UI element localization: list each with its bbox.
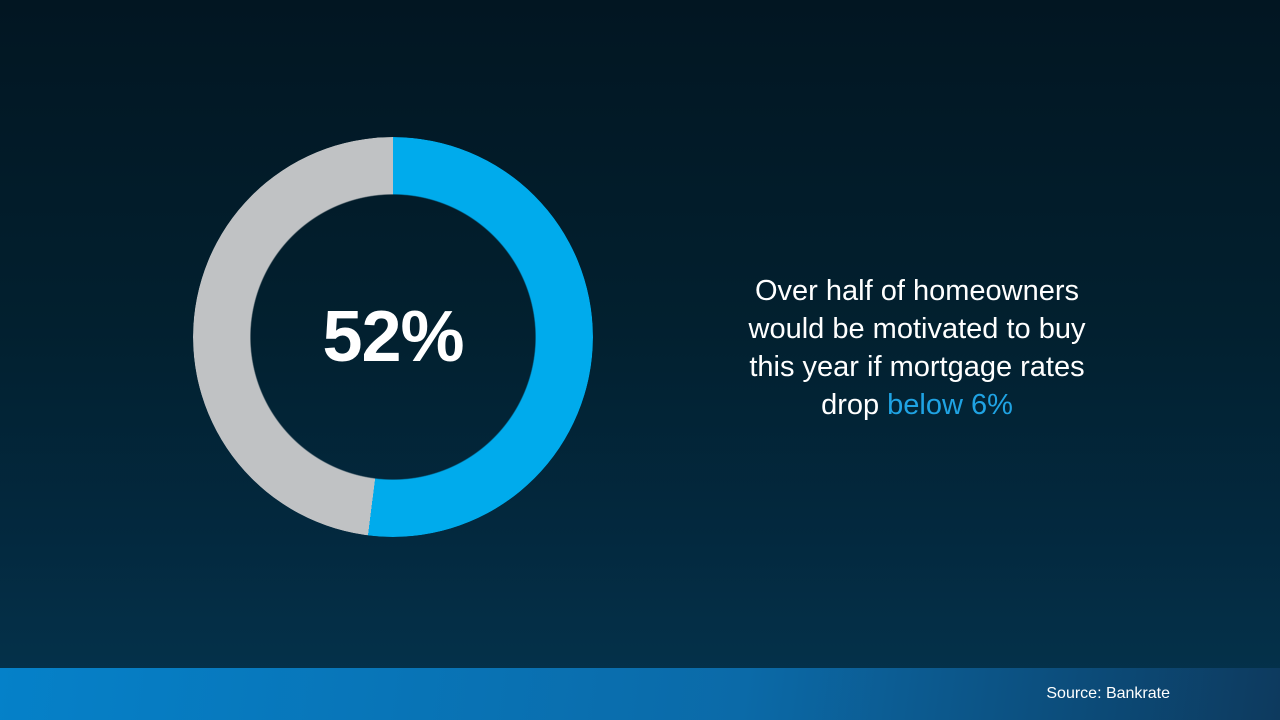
- statement-line: Over half of homeowners: [755, 275, 1079, 307]
- statement-line: would be motivated to buy: [748, 313, 1086, 345]
- statement-line: this year if mortgage rates: [749, 351, 1085, 383]
- donut-ring: [193, 137, 593, 537]
- footer-bar: Source: Bankrate: [0, 668, 1280, 720]
- donut-chart: 52%: [193, 137, 593, 537]
- donut-center-label: 52%: [322, 297, 464, 377]
- source-text: Source: Bankrate: [1046, 685, 1170, 702]
- statement-highlight: below 6%: [887, 389, 1013, 421]
- statement-line-last: drop below 6%: [672, 386, 1162, 424]
- statement-text: Over half of homeowners would be motivat…: [672, 272, 1162, 424]
- statement-last-prefix: drop: [821, 389, 888, 421]
